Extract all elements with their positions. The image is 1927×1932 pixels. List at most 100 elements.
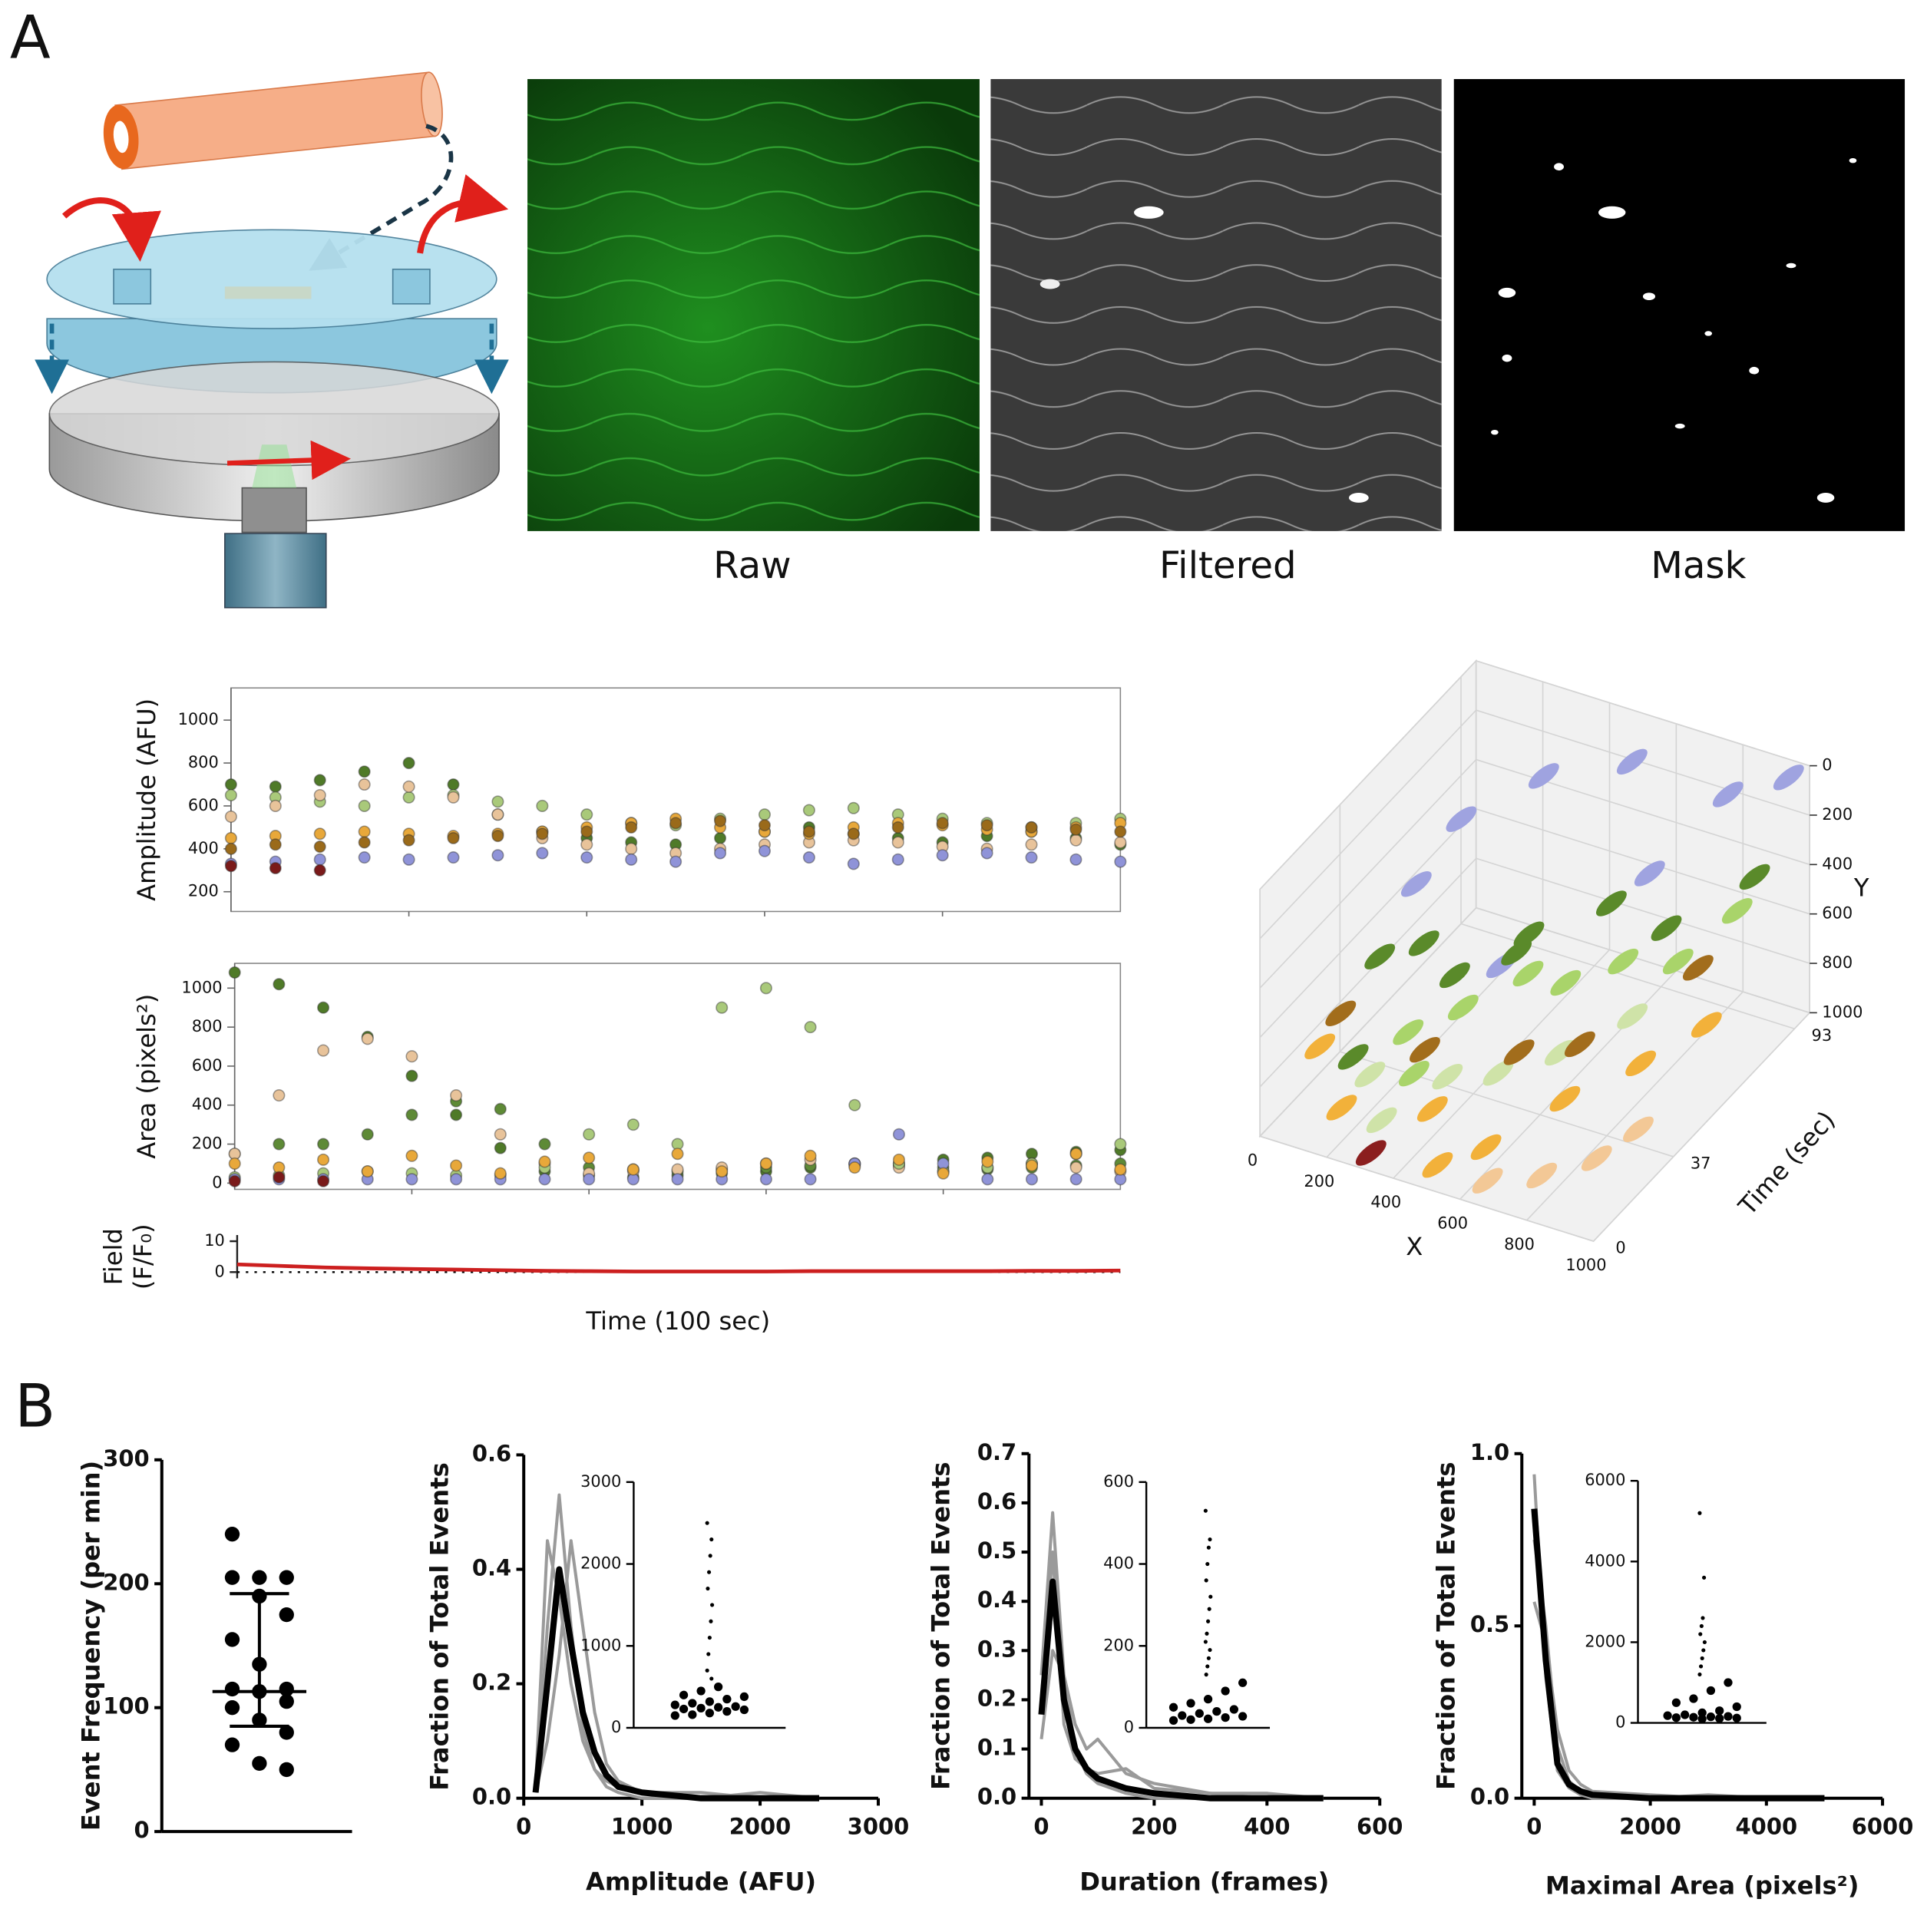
y-tick-label: 200 <box>103 1569 149 1595</box>
data-point <box>1069 1161 1082 1174</box>
inset-point <box>731 1702 740 1711</box>
y-tick-label: 0 <box>212 1173 222 1191</box>
inset-point <box>1208 1594 1213 1599</box>
data-point <box>536 827 549 841</box>
data-point <box>358 778 371 791</box>
data-blob <box>1616 748 1648 775</box>
data-point <box>494 1141 507 1154</box>
inset-point <box>709 1603 715 1607</box>
inset-point <box>705 1709 714 1718</box>
x-tick-label: 1000 <box>1565 1256 1606 1274</box>
data-blob <box>1408 930 1439 956</box>
data-point <box>273 978 286 991</box>
inset-point <box>739 1705 749 1715</box>
data-point <box>580 825 593 838</box>
inset-point <box>1206 1545 1211 1550</box>
data-point <box>269 799 282 813</box>
data-point <box>313 841 326 854</box>
data-point <box>224 1570 240 1585</box>
inset-point <box>705 1521 709 1525</box>
inset-point <box>1204 1673 1208 1677</box>
y-tick-label: 800 <box>192 1017 223 1035</box>
data-blob <box>1325 1000 1357 1026</box>
data-point <box>279 1570 294 1585</box>
grid-line <box>1259 759 1477 989</box>
inset-point <box>1229 1705 1238 1714</box>
raw-texture <box>527 79 980 531</box>
y-tick-label: 200 <box>1822 805 1853 824</box>
data-point <box>361 1128 374 1141</box>
inset-point <box>688 1710 697 1719</box>
data-point <box>536 799 549 813</box>
data-blob <box>1691 1012 1722 1038</box>
y-tick-label: 0.4 <box>977 1587 1016 1613</box>
data-point <box>317 1138 330 1151</box>
inset-point <box>1221 1686 1230 1696</box>
data-point <box>273 1088 286 1102</box>
grid-line <box>1340 1051 1674 1158</box>
inset-point <box>713 1702 723 1712</box>
inset-point <box>1238 1712 1248 1721</box>
y-axis-label: Amplitude (AFU) <box>132 698 161 901</box>
data-point <box>669 855 683 868</box>
series-line <box>1040 1511 1324 1800</box>
data-point <box>224 778 237 791</box>
inset-point <box>1168 1702 1178 1712</box>
data-blob <box>1617 1003 1648 1029</box>
series-line <box>1532 1539 1825 1800</box>
x-tick-label: 0 <box>516 1813 531 1839</box>
inset-point <box>1186 1699 1195 1708</box>
data-point <box>228 1174 241 1187</box>
inset-point <box>1699 1623 1704 1628</box>
inset-point <box>1724 1678 1733 1687</box>
data-point <box>1114 825 1127 838</box>
data-blob <box>1304 1033 1336 1059</box>
data-point <box>580 850 593 864</box>
data-blob <box>1422 1152 1453 1178</box>
data-point <box>317 1001 330 1014</box>
x-tick-label: 3000 <box>848 1813 910 1839</box>
data-point <box>405 1108 418 1121</box>
data-point <box>1069 823 1082 836</box>
y-tick-label: 1.0 <box>1470 1439 1509 1465</box>
y-tick-label: 1000 <box>1822 1002 1863 1021</box>
data-point <box>538 1173 551 1186</box>
data-blob <box>1773 765 1804 791</box>
data-blob <box>1447 994 1479 1021</box>
data-point <box>450 1088 463 1102</box>
data-point <box>273 1171 286 1184</box>
data-point <box>358 850 371 864</box>
setup-diagram <box>35 71 509 609</box>
data-point <box>450 1159 463 1172</box>
data-point <box>224 860 237 873</box>
inset-point <box>722 1707 732 1716</box>
inset-point <box>706 1586 710 1591</box>
data-point <box>891 821 904 834</box>
data-point <box>450 1173 463 1186</box>
y-tick-label: 200 <box>188 882 219 900</box>
x-tick-label: 600 <box>1357 1813 1403 1839</box>
data-blob <box>1432 1063 1463 1090</box>
data-point <box>625 821 638 834</box>
data-point <box>713 831 727 844</box>
inset-point <box>1208 1537 1212 1542</box>
data-blob <box>1410 1036 1440 1063</box>
y-tick-label: 0.0 <box>1470 1784 1509 1810</box>
y-tick-label: 0.0 <box>977 1784 1016 1810</box>
data-point <box>669 817 683 830</box>
inset-point <box>679 1704 689 1714</box>
data-point <box>313 853 326 866</box>
data-blob <box>1398 1060 1430 1087</box>
data-point <box>1025 1173 1039 1186</box>
x-tick-label: 0 <box>1248 1151 1258 1169</box>
data-point <box>405 1173 418 1186</box>
y-tick-label: 600 <box>188 796 219 814</box>
image-label: Filtered <box>1159 544 1297 587</box>
inset-point <box>1178 1711 1187 1720</box>
data-point <box>713 847 727 860</box>
data-blob <box>1739 864 1770 890</box>
data-point <box>1114 836 1127 849</box>
data-point <box>1114 1138 1127 1151</box>
x-axis-label: Time (100 sec) <box>585 1306 770 1336</box>
data-point <box>224 831 237 844</box>
